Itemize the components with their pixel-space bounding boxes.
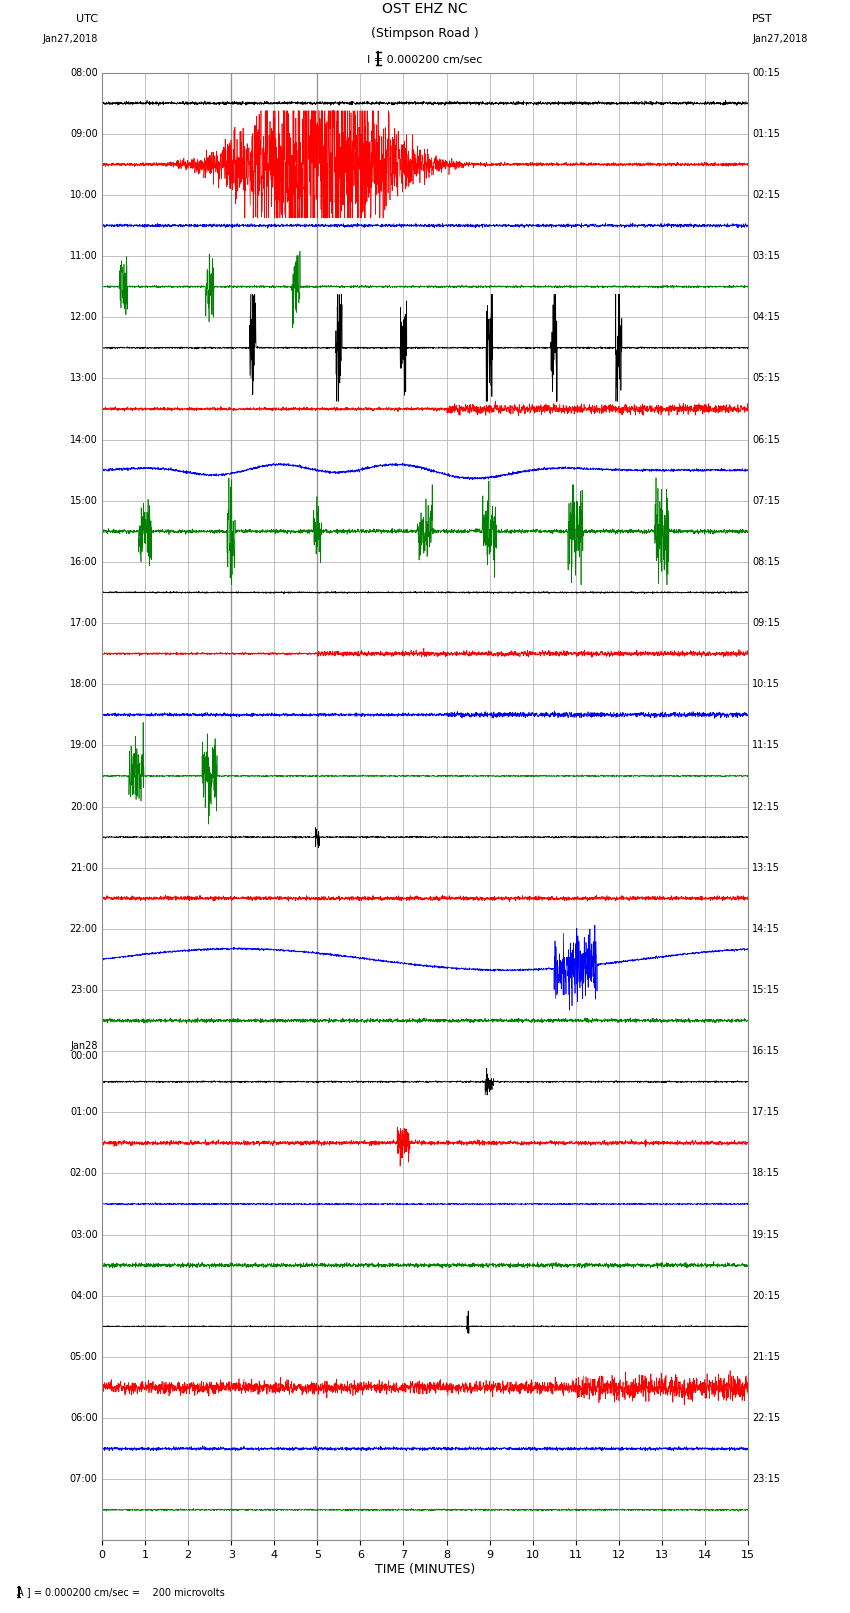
Text: 05:15: 05:15 (752, 373, 780, 384)
Text: 21:00: 21:00 (70, 863, 98, 873)
Text: 09:15: 09:15 (752, 618, 780, 627)
Text: Jan28: Jan28 (71, 1040, 98, 1052)
Text: 23:00: 23:00 (70, 986, 98, 995)
Text: 09:00: 09:00 (70, 129, 98, 139)
Text: 11:15: 11:15 (752, 740, 780, 750)
Text: Jan27,2018: Jan27,2018 (752, 34, 808, 44)
Text: 04:15: 04:15 (752, 313, 780, 323)
Text: 23:15: 23:15 (752, 1474, 780, 1484)
Text: 02:00: 02:00 (70, 1168, 98, 1179)
Text: 07:00: 07:00 (70, 1474, 98, 1484)
Text: 00:15: 00:15 (752, 68, 780, 77)
Text: OST EHZ NC: OST EHZ NC (382, 2, 468, 16)
Text: 01:15: 01:15 (752, 129, 780, 139)
Text: 22:15: 22:15 (752, 1413, 780, 1423)
Text: 05:00: 05:00 (70, 1352, 98, 1361)
Text: 15:00: 15:00 (70, 495, 98, 506)
Text: PST: PST (752, 15, 773, 24)
Text: 20:15: 20:15 (752, 1290, 780, 1300)
Text: 16:00: 16:00 (70, 556, 98, 566)
Text: 12:00: 12:00 (70, 313, 98, 323)
X-axis label: TIME (MINUTES): TIME (MINUTES) (375, 1563, 475, 1576)
Text: 10:00: 10:00 (70, 190, 98, 200)
Text: 06:00: 06:00 (70, 1413, 98, 1423)
Text: 14:15: 14:15 (752, 924, 780, 934)
Text: 04:00: 04:00 (70, 1290, 98, 1300)
Text: 16:15: 16:15 (752, 1047, 780, 1057)
Text: 02:15: 02:15 (752, 190, 780, 200)
Text: 13:15: 13:15 (752, 863, 780, 873)
Text: 11:00: 11:00 (70, 252, 98, 261)
Text: 22:00: 22:00 (70, 924, 98, 934)
Text: 19:00: 19:00 (70, 740, 98, 750)
Text: Jan27,2018: Jan27,2018 (42, 34, 98, 44)
Text: 03:15: 03:15 (752, 252, 780, 261)
Text: 03:00: 03:00 (70, 1229, 98, 1240)
Text: 15:15: 15:15 (752, 986, 780, 995)
Text: 10:15: 10:15 (752, 679, 780, 689)
Text: A ] = 0.000200 cm/sec =    200 microvolts: A ] = 0.000200 cm/sec = 200 microvolts (17, 1587, 224, 1597)
Text: 18:00: 18:00 (70, 679, 98, 689)
Text: 12:15: 12:15 (752, 802, 780, 811)
Text: 20:00: 20:00 (70, 802, 98, 811)
Text: 14:00: 14:00 (70, 434, 98, 445)
Text: 21:15: 21:15 (752, 1352, 780, 1361)
Text: 08:15: 08:15 (752, 556, 780, 566)
Text: 06:15: 06:15 (752, 434, 780, 445)
Text: 17:00: 17:00 (70, 618, 98, 627)
Text: 08:00: 08:00 (70, 68, 98, 77)
Text: 00:00: 00:00 (70, 1052, 98, 1061)
Text: 07:15: 07:15 (752, 495, 780, 506)
Text: 17:15: 17:15 (752, 1107, 780, 1118)
Text: I = 0.000200 cm/sec: I = 0.000200 cm/sec (367, 55, 483, 65)
Text: UTC: UTC (76, 15, 98, 24)
Text: 13:00: 13:00 (70, 373, 98, 384)
Text: 18:15: 18:15 (752, 1168, 780, 1179)
Text: (Stimpson Road ): (Stimpson Road ) (371, 27, 479, 40)
Text: 01:00: 01:00 (70, 1107, 98, 1118)
Text: 19:15: 19:15 (752, 1229, 780, 1240)
